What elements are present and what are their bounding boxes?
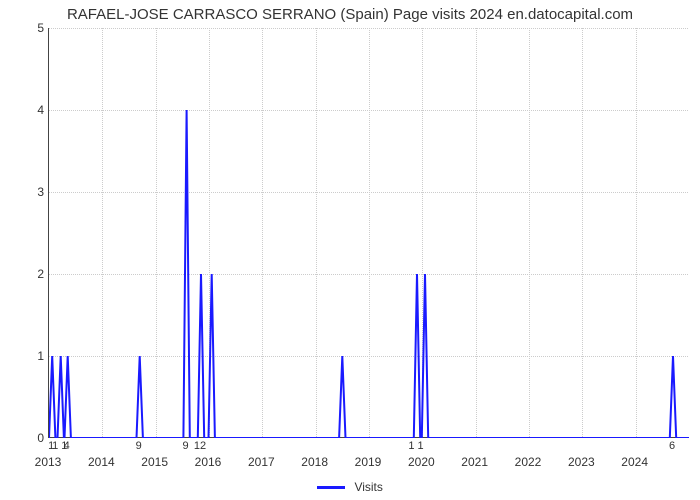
xtick-label: 2020 (408, 455, 435, 469)
ytick-label: 3 (4, 185, 44, 199)
xtick-label: 2024 (621, 455, 648, 469)
ytick-label: 5 (4, 21, 44, 35)
xtick-label: 2014 (88, 455, 115, 469)
spike-label: 6 (669, 440, 675, 452)
xtick-label: 2019 (355, 455, 382, 469)
spike-label: 9 (136, 440, 142, 452)
spike-label: 1 1 (408, 440, 423, 452)
xtick-label: 2015 (141, 455, 168, 469)
spike-label: 12 (194, 440, 206, 452)
ytick-label: 0 (4, 431, 44, 445)
ytick-label: 1 (4, 349, 44, 363)
spike-label: 9 (183, 440, 189, 452)
ytick-label: 4 (4, 103, 44, 117)
spike-label: 4 (64, 440, 70, 452)
legend-label: Visits (354, 480, 382, 494)
visits-line (49, 28, 689, 438)
xtick-label: 2023 (568, 455, 595, 469)
plot-area (48, 28, 688, 438)
xtick-label: 2021 (461, 455, 488, 469)
xtick-label: 2016 (195, 455, 222, 469)
legend: Visits (0, 480, 700, 494)
xtick-label: 2022 (515, 455, 542, 469)
xtick-label: 2018 (301, 455, 328, 469)
xtick-label: 2017 (248, 455, 275, 469)
ytick-label: 2 (4, 267, 44, 281)
chart-title: RAFAEL-JOSE CARRASCO SERRANO (Spain) Pag… (0, 6, 700, 23)
xtick-label: 2013 (35, 455, 62, 469)
legend-line (317, 486, 345, 489)
